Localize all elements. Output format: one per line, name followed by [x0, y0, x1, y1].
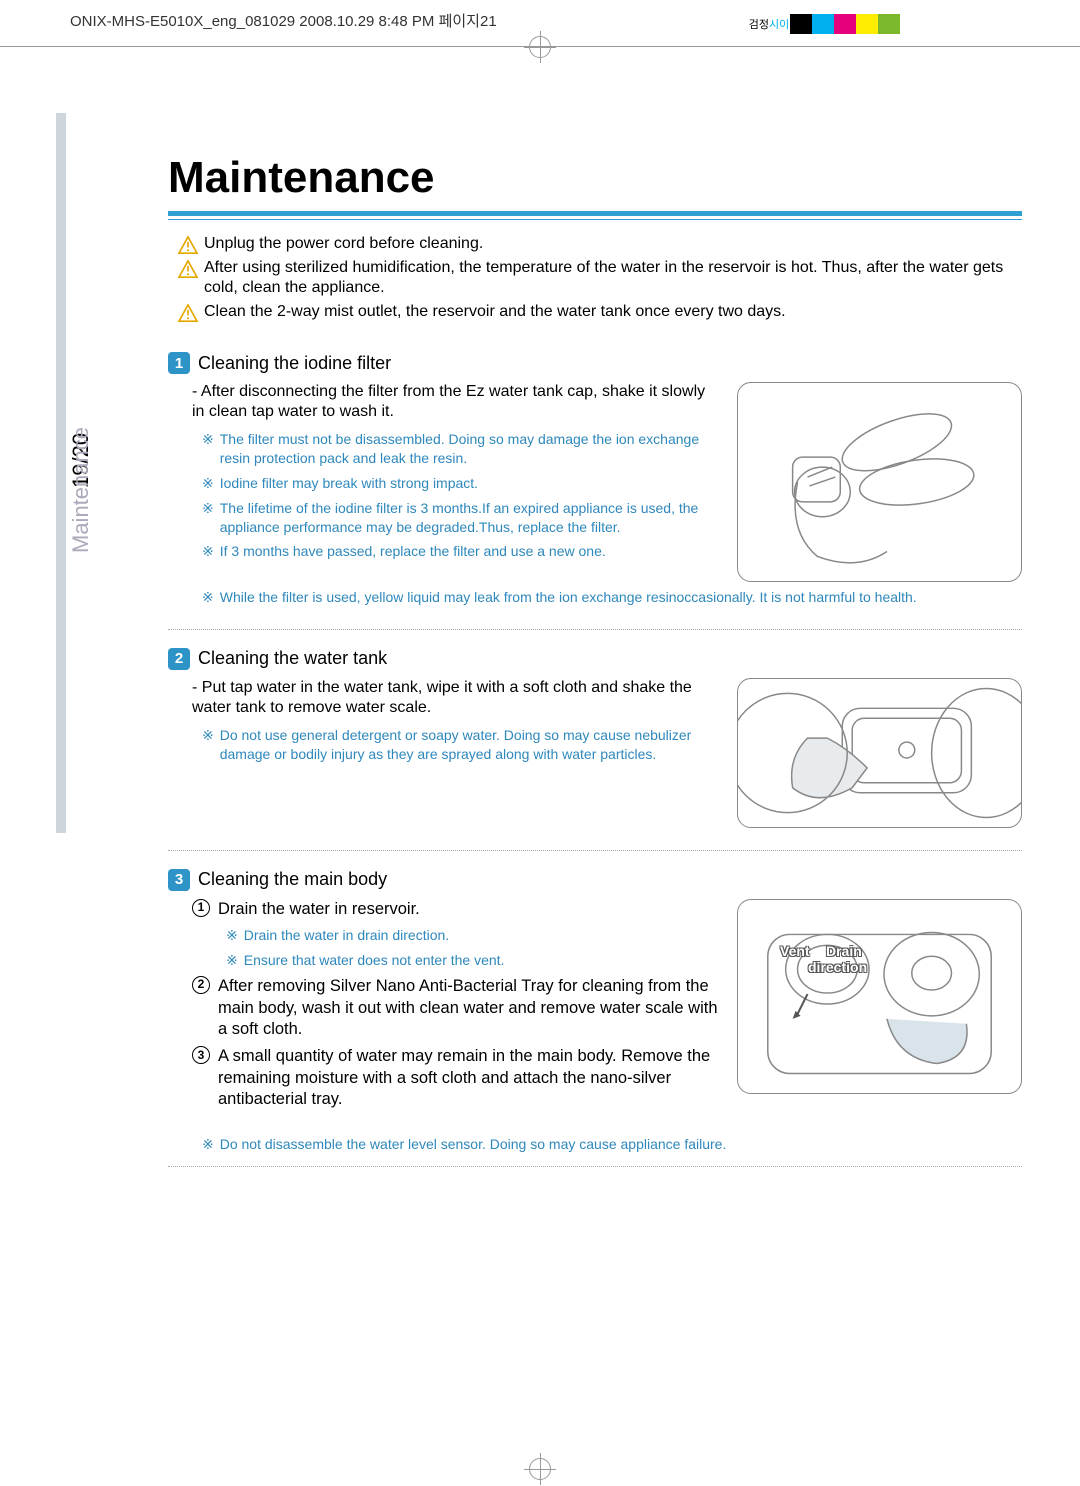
- substep-number-icon: 3: [192, 1046, 210, 1064]
- section-iodine-filter: 1 Cleaning the iodine filter - After dis…: [168, 352, 1022, 607]
- section-divider: [168, 850, 1022, 851]
- warning-item: Clean the 2-way mist outlet, the reservo…: [178, 302, 1022, 322]
- section-divider: [168, 1166, 1022, 1167]
- figure-label-direction: direction: [808, 960, 867, 975]
- instruction-text: - After disconnecting the filter from th…: [192, 382, 719, 422]
- caution-note-wide: ※While the filter is used, yellow liquid…: [202, 588, 1022, 607]
- registration-mark-bottom: [529, 1458, 551, 1480]
- warning-text: Unplug the power cord before cleaning.: [204, 234, 483, 254]
- step-number-badge: 3: [168, 869, 190, 891]
- warning-item: Unplug the power cord before cleaning.: [178, 234, 1022, 254]
- side-tab-bar: [56, 113, 66, 833]
- substep-number-icon: 1: [192, 899, 210, 917]
- step-number-badge: 2: [168, 648, 190, 670]
- warning-icon: [178, 304, 198, 322]
- warnings-block: Unplug the power cord before cleaning. A…: [178, 234, 1022, 322]
- figure-iodine-filter: [737, 382, 1022, 582]
- caution-note: ※If 3 months have passed, replace the fi…: [202, 542, 719, 561]
- substep-number-icon: 2: [192, 976, 210, 994]
- section-water-tank: 2 Cleaning the water tank - Put tap wate…: [168, 648, 1022, 828]
- caution-note: ※Drain the water in drain direction.: [226, 926, 719, 945]
- warning-icon: [178, 236, 198, 254]
- page-title: Maintenance: [168, 153, 1022, 203]
- substep: 1 Drain the water in reservoir.: [192, 899, 719, 920]
- substep: 3 A small quantity of water may remain i…: [192, 1046, 719, 1110]
- figure-label-vent: Vent: [780, 944, 810, 959]
- page-frame: 19/20 Maintenance Maintenance Unplug the…: [18, 58, 1062, 1448]
- caution-note: ※Ensure that water does not enter the ve…: [226, 951, 719, 970]
- substep-text: Drain the water in reservoir.: [218, 899, 719, 920]
- figure-label-drain: Drain: [826, 944, 862, 959]
- substep: 2 After removing Silver Nano Anti-Bacter…: [192, 976, 719, 1040]
- section-heading: Cleaning the main body: [198, 869, 387, 890]
- title-rule-thin: [168, 219, 1022, 220]
- section-divider: [168, 629, 1022, 630]
- title-rule-thick: [168, 211, 1022, 216]
- substep-text: A small quantity of water may remain in …: [218, 1046, 719, 1110]
- registration-mark-top: [529, 36, 551, 58]
- warning-item: After using sterilized humidification, t…: [178, 258, 1022, 298]
- section-heading: Cleaning the iodine filter: [198, 353, 391, 374]
- caution-note: ※Iodine filter may break with strong imp…: [202, 474, 719, 493]
- figure-main-body: Vent Drain direction: [737, 899, 1022, 1094]
- figure-water-tank: [737, 678, 1022, 828]
- substep-text: After removing Silver Nano Anti-Bacteria…: [218, 976, 719, 1040]
- instruction-text: - Put tap water in the water tank, wipe …: [192, 678, 719, 718]
- caution-note: ※The lifetime of the iodine filter is 3 …: [202, 499, 719, 537]
- registration-color-bars: [790, 14, 900, 34]
- print-file-header: ONIX-MHS-E5010X_eng_081029 2008.10.29 8:…: [70, 10, 497, 31]
- section-label-side: Maintenance: [68, 427, 94, 553]
- section-heading: Cleaning the water tank: [198, 648, 387, 669]
- warning-text: After using sterilized humidification, t…: [204, 258, 1022, 298]
- warning-icon: [178, 260, 198, 278]
- caution-note: ※Do not use general detergent or soapy w…: [202, 726, 719, 764]
- caution-note: ※The filter must not be disassembled. Do…: [202, 430, 719, 468]
- caution-note-bottom: ※Do not disassemble the water level sens…: [202, 1135, 1022, 1154]
- warning-text: Clean the 2-way mist outlet, the reservo…: [204, 302, 786, 322]
- section-main-body: 3 Cleaning the main body 1 Drain the wat…: [168, 869, 1022, 1167]
- step-number-badge: 1: [168, 352, 190, 374]
